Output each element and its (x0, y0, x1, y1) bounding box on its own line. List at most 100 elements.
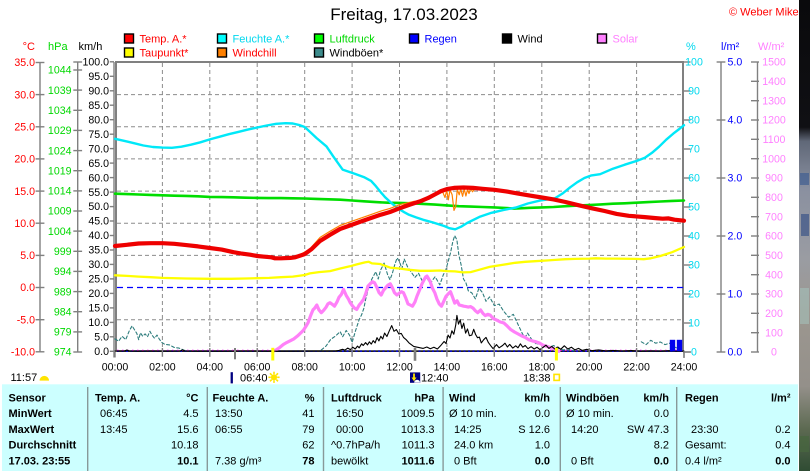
svg-text:0.0: 0.0 (94, 346, 109, 358)
svg-text:0.0: 0.0 (654, 408, 669, 420)
svg-text:1034: 1034 (48, 105, 72, 117)
svg-text:500: 500 (765, 250, 783, 262)
svg-text:00:00: 00:00 (102, 362, 129, 374)
svg-text:bewölkt: bewölkt (331, 455, 368, 467)
svg-text:0.0: 0.0 (535, 455, 550, 467)
svg-text:90: 90 (688, 86, 700, 98)
svg-text:Windböen*: Windböen* (330, 48, 385, 60)
svg-text:75.0: 75.0 (88, 129, 109, 141)
svg-text:14:25: 14:25 (454, 424, 482, 436)
svg-text:1009.5: 1009.5 (401, 408, 435, 420)
svg-text:20: 20 (688, 289, 700, 301)
svg-text:1019: 1019 (48, 165, 72, 177)
svg-text:900: 900 (765, 173, 783, 185)
svg-text:1044: 1044 (48, 65, 72, 77)
svg-text:0.0: 0.0 (728, 347, 743, 359)
svg-text:%: % (686, 41, 696, 53)
svg-text:10.18: 10.18 (171, 440, 199, 452)
svg-text:0.2: 0.2 (775, 424, 790, 436)
svg-text:°C: °C (23, 41, 35, 53)
svg-text:Gesamt:: Gesamt: (685, 440, 727, 452)
svg-text:S 12.6: S 12.6 (518, 424, 550, 436)
svg-text:4.0: 4.0 (728, 115, 743, 127)
svg-text:06:40: 06:40 (240, 373, 268, 385)
svg-text:78: 78 (302, 455, 314, 467)
svg-text:979: 979 (54, 327, 72, 339)
svg-text:Wind: Wind (518, 34, 543, 46)
svg-text:0.0: 0.0 (654, 455, 669, 467)
svg-text:1.0: 1.0 (728, 289, 743, 301)
svg-text:62: 62 (302, 440, 314, 452)
svg-text:06:45: 06:45 (100, 408, 128, 420)
svg-text:0.0: 0.0 (535, 408, 550, 420)
svg-text:%: % (305, 393, 315, 405)
svg-text:90.0: 90.0 (88, 86, 109, 98)
svg-text:50: 50 (688, 202, 700, 214)
svg-text:20:00: 20:00 (576, 362, 603, 374)
svg-text:12:00: 12:00 (386, 362, 413, 374)
svg-text:30.0: 30.0 (14, 89, 35, 101)
svg-text:0.0: 0.0 (20, 282, 35, 294)
svg-text:1200: 1200 (762, 115, 786, 127)
svg-text:5.0: 5.0 (94, 332, 109, 344)
svg-text:1400: 1400 (762, 76, 786, 88)
svg-text:SW 47.3: SW 47.3 (627, 424, 669, 436)
svg-text:14:00: 14:00 (434, 362, 461, 374)
svg-text:00:00: 00:00 (336, 424, 364, 436)
svg-text:18:00: 18:00 (529, 362, 556, 374)
svg-text:1.0: 1.0 (535, 440, 550, 452)
svg-text:Durchschnitt: Durchschnitt (9, 440, 77, 452)
svg-text:1100: 1100 (763, 134, 786, 146)
svg-text:1500: 1500 (762, 57, 786, 69)
svg-text:02:00: 02:00 (149, 362, 176, 374)
svg-text:50.0: 50.0 (88, 201, 109, 213)
svg-text:km/h: km/h (524, 393, 550, 405)
svg-text:04:00: 04:00 (197, 362, 224, 374)
svg-text:15.0: 15.0 (88, 303, 109, 315)
svg-text:Luftdruck: Luftdruck (330, 34, 376, 46)
svg-text:12:40: 12:40 (421, 373, 449, 385)
svg-text:08:00: 08:00 (291, 362, 318, 374)
svg-text:1013.3: 1013.3 (401, 424, 435, 436)
svg-text:-10.0: -10.0 (11, 347, 35, 359)
svg-text:30: 30 (688, 260, 700, 272)
svg-text:Regen: Regen (685, 393, 719, 405)
svg-text:7.38 g/m³: 7.38 g/m³ (215, 455, 262, 467)
svg-text:18:38: 18:38 (523, 373, 551, 385)
svg-text:0.0: 0.0 (775, 455, 790, 467)
svg-text:11:57: 11:57 (11, 372, 38, 384)
svg-text:4.5: 4.5 (183, 408, 198, 420)
svg-text:MaxWert: MaxWert (9, 424, 55, 436)
svg-text:16:00: 16:00 (481, 362, 508, 374)
svg-text:Ø 10 min.: Ø 10 min. (566, 408, 614, 420)
svg-text:10:00: 10:00 (339, 362, 366, 374)
svg-text:100: 100 (765, 327, 783, 339)
svg-text:989: 989 (54, 286, 72, 298)
svg-text:35.0: 35.0 (14, 57, 35, 69)
svg-text:70: 70 (688, 144, 700, 156)
svg-text:5.0: 5.0 (728, 57, 743, 69)
svg-text:10.0: 10.0 (88, 317, 109, 329)
svg-text:1014: 1014 (48, 186, 72, 198)
svg-text:13:50: 13:50 (215, 408, 243, 420)
svg-text:70.0: 70.0 (88, 143, 109, 155)
svg-text:24:00: 24:00 (671, 362, 698, 374)
svg-text:15.6: 15.6 (177, 424, 198, 436)
svg-text:80: 80 (688, 115, 700, 127)
svg-text:40.0: 40.0 (88, 230, 109, 242)
svg-text:23:30: 23:30 (691, 424, 719, 436)
svg-text:100.0: 100.0 (82, 57, 109, 69)
svg-text:Taupunkt*: Taupunkt* (140, 48, 190, 60)
svg-text:85.0: 85.0 (88, 100, 109, 112)
svg-text:Temp. A.: Temp. A. (95, 393, 140, 405)
svg-text:l/m²: l/m² (771, 393, 791, 405)
svg-text:Solar: Solar (613, 34, 639, 46)
svg-text:Ø 10 min.: Ø 10 min. (449, 408, 497, 420)
svg-text:994: 994 (54, 266, 72, 278)
svg-text:1011.3: 1011.3 (402, 440, 435, 452)
svg-text:8.2: 8.2 (654, 440, 669, 452)
svg-text:25.0: 25.0 (14, 122, 35, 134)
svg-text:1009: 1009 (48, 206, 72, 218)
svg-text:1039: 1039 (48, 85, 72, 97)
svg-text:984: 984 (54, 306, 72, 318)
